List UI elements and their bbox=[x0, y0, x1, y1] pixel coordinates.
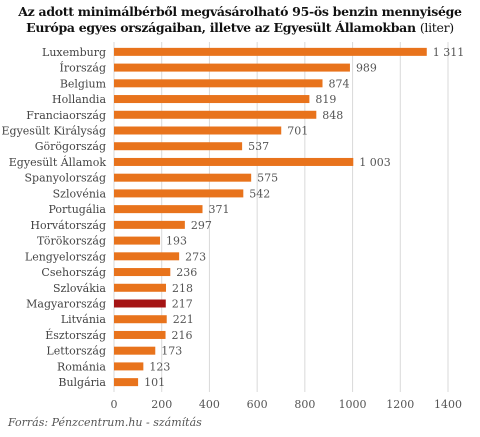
category-label: Lengyelország bbox=[25, 250, 106, 263]
x-tick-label: 600 bbox=[247, 398, 268, 411]
category-label: Bulgária bbox=[58, 376, 106, 389]
chart-title: Az adott minimálbérből megvásárolható 95… bbox=[0, 4, 480, 36]
value-label: 819 bbox=[315, 93, 336, 106]
bar bbox=[114, 110, 317, 119]
x-tick-label: 1200 bbox=[386, 398, 414, 411]
category-label: Hollandia bbox=[52, 93, 106, 106]
category-label: Görögország bbox=[35, 140, 106, 153]
category-label: Írország bbox=[59, 61, 106, 75]
bar bbox=[114, 252, 180, 261]
bar bbox=[114, 346, 156, 355]
bar bbox=[114, 330, 166, 339]
value-label: 537 bbox=[248, 140, 269, 153]
value-label: 575 bbox=[257, 172, 278, 185]
category-label: Luxemburg bbox=[42, 46, 106, 59]
source-note: Forrás: Pénzcentrum.hu - számítás bbox=[8, 416, 202, 429]
value-label: 989 bbox=[356, 62, 377, 75]
bar bbox=[114, 126, 282, 135]
bar bbox=[114, 268, 171, 277]
bar bbox=[114, 95, 310, 104]
category-label: Szlovákia bbox=[53, 282, 106, 295]
category-label: Spanyolország bbox=[25, 172, 107, 185]
bar bbox=[114, 205, 203, 214]
bar bbox=[114, 142, 243, 151]
value-label: 217 bbox=[172, 298, 193, 311]
value-label: 101 bbox=[144, 376, 165, 389]
x-tick-label: 1400 bbox=[434, 398, 462, 411]
bars bbox=[114, 47, 427, 387]
category-label: Szlovénia bbox=[53, 187, 107, 200]
value-label: 848 bbox=[322, 109, 343, 122]
value-label: 701 bbox=[287, 125, 308, 138]
category-label: Románia bbox=[57, 360, 106, 373]
value-label: 218 bbox=[172, 282, 193, 295]
bar bbox=[114, 79, 323, 88]
value-label: 874 bbox=[329, 77, 350, 90]
value-label: 542 bbox=[249, 187, 270, 200]
bar bbox=[114, 47, 427, 56]
bar bbox=[114, 378, 139, 387]
value-label: 123 bbox=[149, 360, 170, 373]
category-label: Lettország bbox=[46, 345, 106, 358]
bar bbox=[114, 157, 354, 166]
bar bbox=[114, 173, 252, 182]
value-label: 173 bbox=[161, 345, 182, 358]
category-label: Belgium bbox=[60, 77, 107, 90]
x-tick-label: 400 bbox=[199, 398, 220, 411]
value-label: 297 bbox=[191, 219, 212, 232]
category-label: Észtország bbox=[45, 328, 106, 342]
bar bbox=[114, 63, 350, 72]
bar bbox=[114, 299, 166, 308]
value-label: 193 bbox=[166, 235, 187, 248]
value-label: 371 bbox=[209, 203, 230, 216]
category-label: Litvánia bbox=[61, 313, 107, 326]
category-label: Magyarország bbox=[26, 298, 106, 311]
category-label: Franciaország bbox=[26, 109, 106, 122]
chart-title-text: Az adott minimálbérből megvásárolható 95… bbox=[18, 4, 462, 35]
x-tick-label: 800 bbox=[294, 398, 315, 411]
value-label: 236 bbox=[176, 266, 197, 279]
x-tick-label: 200 bbox=[151, 398, 172, 411]
labels: 0 200 400 600 800 1000 1200 1400 Luxemburg 1 311 Í… bbox=[2, 46, 465, 411]
category-label: Horvátország bbox=[30, 219, 106, 232]
bar bbox=[114, 189, 244, 198]
bar bbox=[114, 236, 161, 245]
bar bbox=[114, 220, 185, 229]
category-label: Csehország bbox=[41, 266, 106, 279]
bar bbox=[114, 315, 167, 324]
category-label: Törökország bbox=[37, 235, 106, 248]
grid-lines bbox=[113, 42, 449, 392]
x-tick-label: 0 bbox=[111, 398, 118, 411]
value-label: 221 bbox=[173, 313, 194, 326]
chart-title-unit: (liter) bbox=[419, 20, 454, 35]
x-tick-label: 1000 bbox=[339, 398, 367, 411]
category-label: Portugália bbox=[48, 203, 106, 216]
bar bbox=[114, 362, 144, 371]
value-label: 1 003 bbox=[359, 156, 391, 169]
value-label: 1 311 bbox=[433, 46, 465, 59]
value-label: 273 bbox=[185, 250, 206, 263]
category-label: Egyesült Királyság bbox=[2, 125, 107, 138]
value-label: 216 bbox=[172, 329, 193, 342]
bar bbox=[114, 283, 167, 292]
category-label: Egyesült Államok bbox=[9, 155, 107, 169]
